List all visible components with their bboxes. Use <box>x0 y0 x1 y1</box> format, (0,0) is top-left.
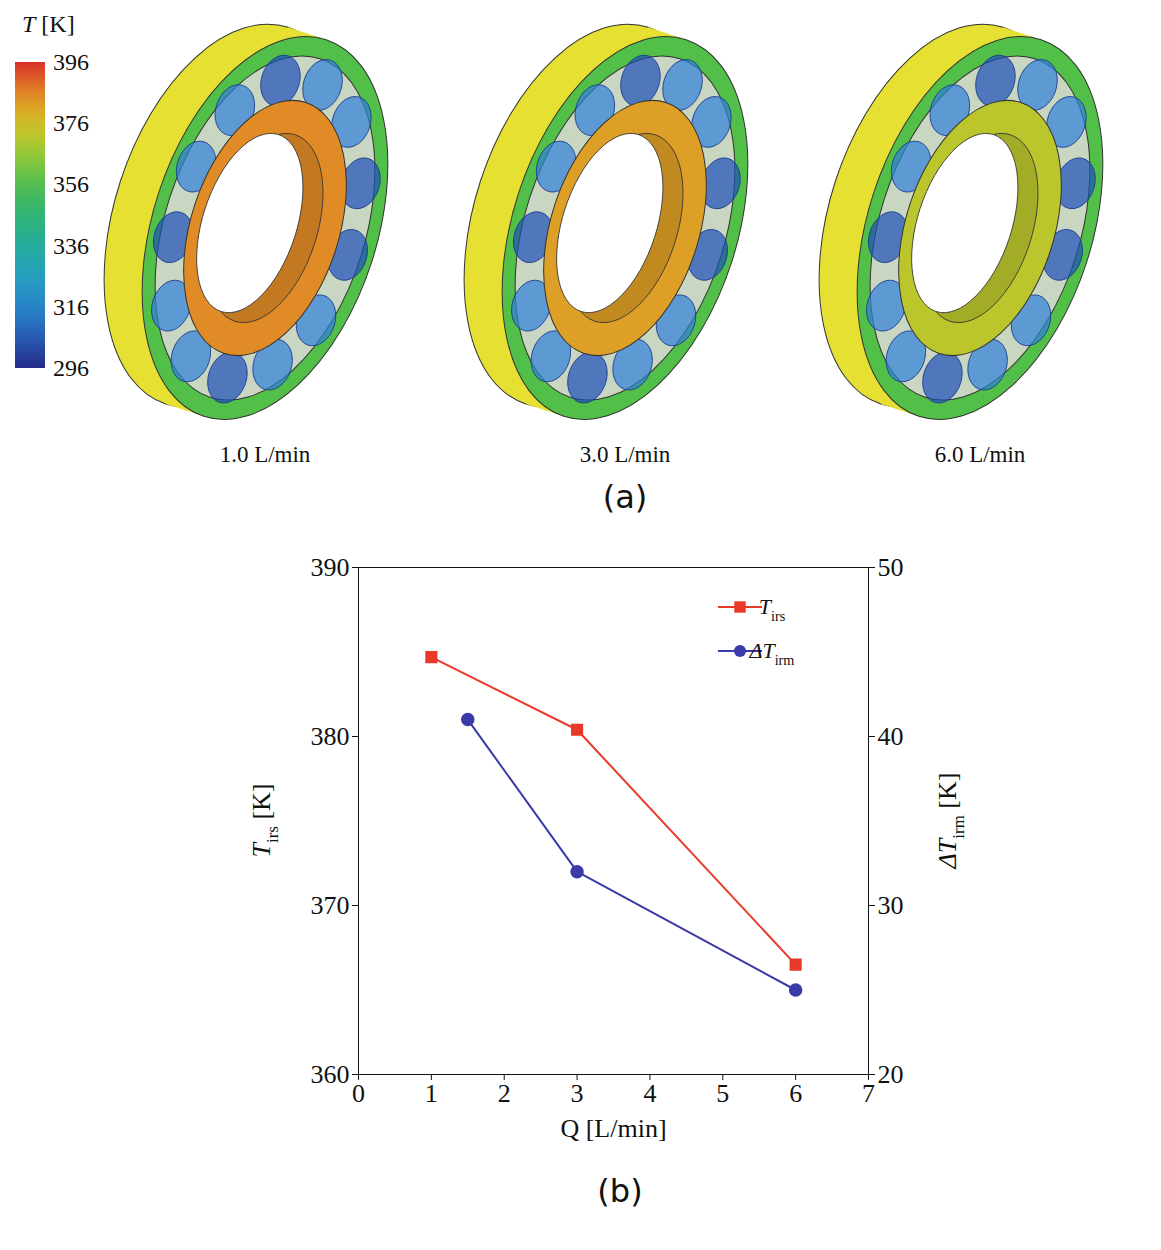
svg-text:3: 3 <box>571 1079 584 1108</box>
svg-text:4: 4 <box>643 1079 656 1108</box>
svg-text:ΔTirm [K]: ΔTirm [K] <box>933 773 968 870</box>
svg-text:356: 356 <box>53 171 89 197</box>
svg-text:316: 316 <box>53 294 89 320</box>
svg-text:2: 2 <box>498 1079 511 1108</box>
svg-text:7: 7 <box>862 1079 875 1108</box>
svg-text:ΔTirm: ΔTirm <box>748 638 794 668</box>
svg-text:T [K]: T [K] <box>22 11 75 37</box>
svg-text:5: 5 <box>716 1079 729 1108</box>
svg-text:6.0 L/min: 6.0 L/min <box>935 442 1026 467</box>
svg-text:0: 0 <box>352 1079 365 1108</box>
svg-text:370: 370 <box>311 891 350 920</box>
svg-text:390: 390 <box>311 553 350 582</box>
svg-text:Q [L/min]: Q [L/min] <box>560 1114 666 1143</box>
svg-text:376: 376 <box>53 110 89 136</box>
svg-text:296: 296 <box>53 355 89 381</box>
svg-text:360: 360 <box>311 1060 350 1089</box>
svg-text:20: 20 <box>878 1060 904 1089</box>
svg-text:1.0 L/min: 1.0 L/min <box>220 442 311 467</box>
svg-text:380: 380 <box>311 722 350 751</box>
svg-text:30: 30 <box>878 891 904 920</box>
svg-text:Tirs [K]: Tirs [K] <box>247 784 282 858</box>
svg-text:(b): (b) <box>597 1172 642 1210</box>
svg-text:50: 50 <box>878 553 904 582</box>
svg-text:Tirs: Tirs <box>759 594 786 624</box>
svg-text:1: 1 <box>425 1079 438 1108</box>
svg-text:(a): (a) <box>603 478 648 516</box>
svg-text:6: 6 <box>789 1079 802 1108</box>
svg-text:396: 396 <box>53 49 89 75</box>
svg-text:336: 336 <box>53 233 89 259</box>
svg-text:40: 40 <box>878 722 904 751</box>
svg-text:3.0 L/min: 3.0 L/min <box>580 442 671 467</box>
